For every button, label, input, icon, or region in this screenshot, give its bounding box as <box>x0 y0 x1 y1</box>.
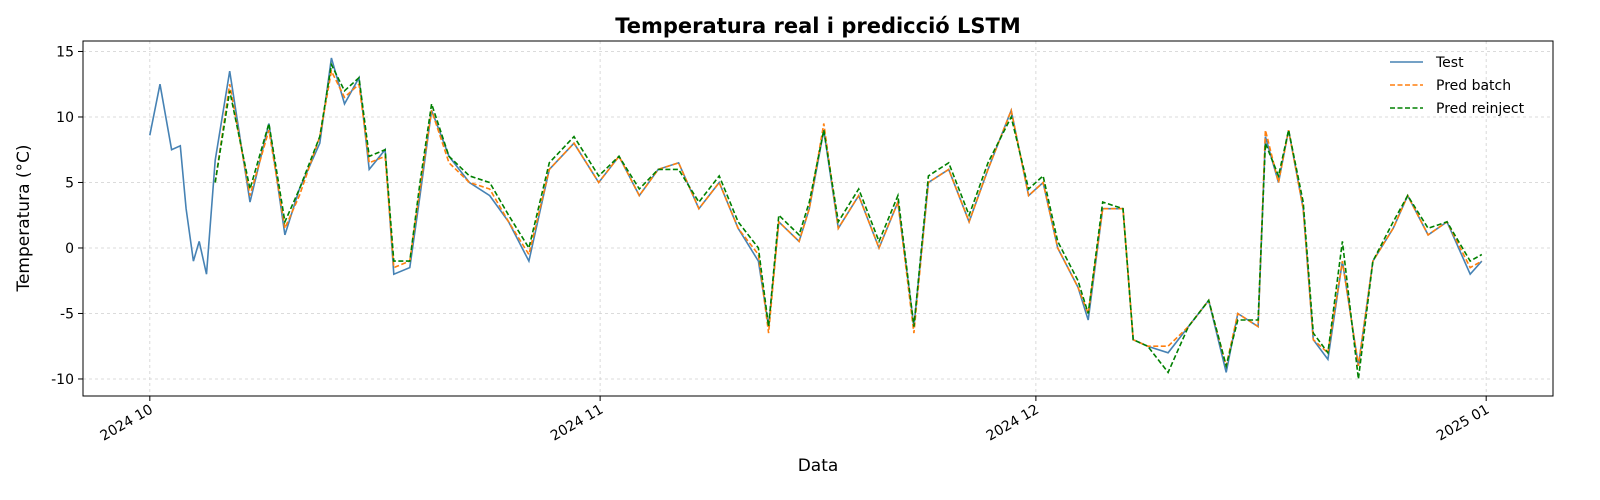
y-tick-label: 5 <box>65 175 74 191</box>
chart-title: Temperatura real i predicció LSTM <box>615 14 1021 38</box>
plot-frame <box>82 40 1554 397</box>
legend-label: Test <box>1435 55 1464 71</box>
y-tick-label: -5 <box>60 306 74 322</box>
y-axis-label: Temperatura (°C) <box>14 144 34 292</box>
y-tick-label: 10 <box>56 110 74 126</box>
x-tick-label: 2024 12 <box>984 402 1042 445</box>
line-series <box>149 57 1483 373</box>
legend-label: Pred batch <box>1436 78 1511 94</box>
y-tick-label: -10 <box>51 372 74 388</box>
x-tick-label: 2024 10 <box>98 402 156 445</box>
x-tick-label: 2024 11 <box>548 402 606 445</box>
y-tick-label: 0 <box>65 241 74 257</box>
y-tick-label: 15 <box>56 44 74 60</box>
line-series <box>214 62 1483 380</box>
x-axis-label: Data <box>798 456 839 476</box>
x-tick-label: 2025 01 <box>1434 402 1492 445</box>
line-series <box>214 68 1483 367</box>
legend-label: Pred reinject <box>1436 101 1525 117</box>
